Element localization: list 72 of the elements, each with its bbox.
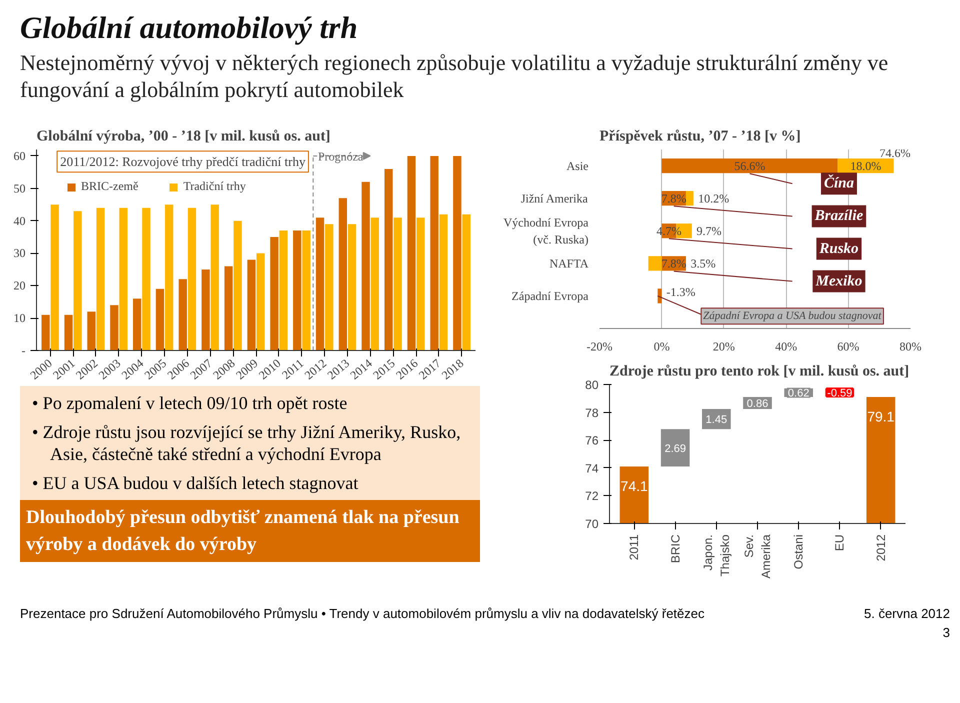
y-tick-label: 76 — [585, 434, 599, 448]
x-tick-label: 2011 — [627, 534, 642, 560]
data-label: -0.59 — [827, 387, 852, 400]
y-tick-label: 20 — [14, 278, 26, 293]
annotation: Prognóza — [318, 150, 364, 164]
y-tick-label: NAFTA — [549, 256, 589, 270]
annotation: Čína — [824, 174, 854, 192]
text: • Zdroje růstu jsou rozvíjející se trhy Jižní Ameriky, Rusko, Asie, částečně také střední a východní Evropa — [32, 420, 462, 466]
y-tick-label: 60 — [14, 148, 26, 163]
x-tick-label: 2013 — [324, 356, 352, 382]
data-label: 2.69 — [664, 442, 686, 455]
y-tick-label: Asie — [566, 158, 589, 173]
y-tick-label: 80 — [585, 378, 599, 392]
text: • Po zpomalení v letech 09/10 trh opět roste — [32, 392, 348, 414]
x-tick-label: Sev. Amerika — [742, 534, 773, 579]
data-label: 0.86 — [746, 398, 768, 410]
text: 5. června 2012 — [864, 606, 950, 621]
y-tick-label: 70 — [585, 517, 599, 531]
x-tick-label: 0% — [654, 340, 670, 354]
y-tick-label: 78 — [585, 406, 599, 420]
y-tick-label: 30 — [14, 246, 26, 260]
y-tick-label: Jižní Amerika — [520, 191, 589, 206]
data-label: 79.1 — [867, 408, 895, 424]
x-tick-label: 2008 — [210, 356, 238, 382]
x-tick-label: 2002 — [73, 356, 100, 382]
x-tick-label: 2012 — [874, 534, 888, 562]
annotation: Brazílie — [814, 208, 864, 224]
x-tick-label: 60% — [837, 340, 860, 354]
annotation: Mexiko — [814, 273, 862, 290]
annotation: Západní Evropa a USA budou stagnovat — [703, 310, 882, 322]
data-label: 0.62 — [788, 388, 810, 400]
legend-label: BRIC-země — [81, 179, 138, 194]
total-label: 10.2% — [698, 191, 730, 206]
y-tick-label: - — [22, 344, 26, 358]
annotation: 2011/2012: Rozvojové trhy předčí tradiční trhy — [60, 154, 306, 170]
total-label: 9.7% — [696, 224, 722, 238]
legend-label: Tradiční trhy — [183, 179, 246, 194]
chart-title: Příspěvek růstu, ’07 - ’18 [v %] — [600, 128, 801, 144]
x-tick-label: Ostani — [792, 534, 806, 570]
data-label: 7.8% — [661, 256, 686, 270]
y-tick-label: 40 — [14, 214, 26, 228]
y-tick-label: Západní Evropa — [512, 288, 590, 303]
chart-title: Zdroje růstu pro tento rok [v mil. kusů os. aut] — [610, 364, 910, 380]
x-tick-label: 80% — [900, 340, 922, 354]
data-label: 18.0% — [850, 158, 882, 173]
chart-title: Globální výroba, ’00 - ’18 [v mil. kusů os. aut] — [36, 128, 330, 144]
x-tick-label: 2018 — [438, 356, 466, 382]
y-tick-label: 50 — [14, 181, 26, 196]
data-label: 74.1 — [620, 478, 648, 494]
text: Globální automobilový trh — [20, 9, 359, 47]
x-tick-label: 40% — [775, 340, 798, 354]
x-tick-label: EU — [832, 534, 847, 552]
y-tick-label: 74 — [585, 461, 599, 476]
text: Prezentace pro Sdružení Automobilového Průmyslu • Trendy v automobilovém průmyslu a vliv na dodavatelský řetězec — [20, 605, 704, 623]
x-tick-label: 2000 — [27, 356, 55, 382]
x-tick-label: BRIC — [668, 534, 682, 564]
x-tick-label: 20% — [712, 340, 735, 354]
text: Dlouhodobý přesun odbytišť znamená tlak na přesun výroby a dodávek do výroby — [20, 500, 480, 562]
total-label: 3.5% — [690, 256, 716, 270]
x-tick-label: -20% — [586, 340, 613, 354]
data-label: 7.8% — [661, 191, 686, 206]
text: • EU a USA budou v dalších letech stagnovat — [32, 472, 360, 494]
y-tick-label: Východní Evropa (vč. Ruska) — [504, 215, 590, 246]
total-label: -1.3% — [666, 285, 696, 300]
text: 3 — [942, 624, 950, 640]
y-tick-label: 72 — [585, 489, 599, 504]
y-tick-label: 10 — [14, 311, 26, 326]
x-tick-label: Japon. Thajsko — [700, 534, 732, 577]
text: Nestejnoměrný vývoj v některých regionech způsobuje volatilitu a vyžaduje strukturální změny ve fungování a globálním pokrytí automobilek — [20, 50, 890, 104]
annotation: Rusko — [818, 240, 859, 257]
data-label: 1.45 — [706, 414, 728, 426]
data-label: 56.6% — [734, 158, 766, 173]
